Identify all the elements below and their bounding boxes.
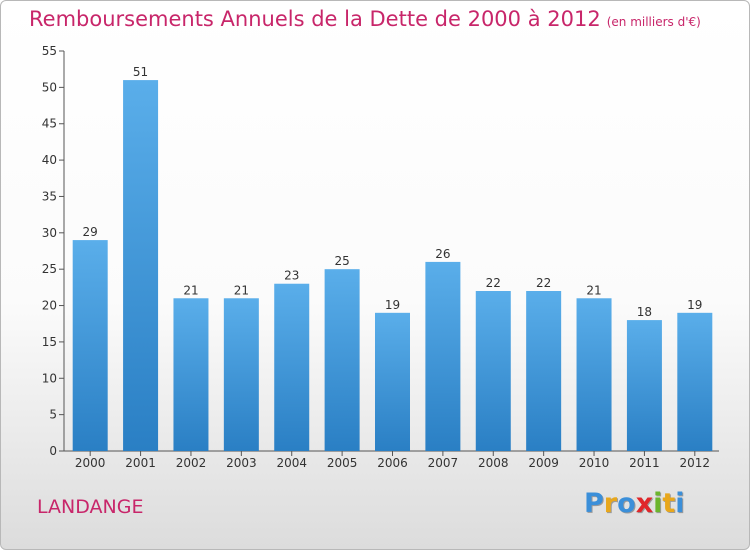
bar: [425, 261, 461, 451]
bar: [626, 320, 662, 451]
chart-title-text: Remboursements Annuels de la Dette de 20…: [29, 7, 601, 31]
bar: [173, 298, 209, 451]
y-tick-label: 50: [42, 80, 57, 94]
bar-value-label: 51: [133, 65, 148, 79]
bar-value-label: 19: [687, 298, 702, 312]
chart-title: Remboursements Annuels de la Dette de 20…: [29, 7, 701, 31]
proxiti-logo: Proxiti: [584, 488, 685, 519]
logo-letter: r: [603, 488, 618, 519]
bar: [576, 298, 612, 451]
bar: [375, 312, 410, 451]
x-tick-label: 2002: [176, 456, 207, 470]
bar-value-label: 21: [183, 283, 198, 297]
logo-letter: x: [635, 488, 654, 519]
bar-value-label: 19: [385, 298, 400, 312]
x-tick-label: 2000: [75, 456, 106, 470]
bar: [324, 269, 360, 451]
bar: [526, 291, 562, 451]
y-tick-label: 55: [42, 44, 57, 58]
bar: [677, 312, 713, 451]
bar-value-label: 29: [83, 225, 98, 239]
y-tick-label: 15: [42, 335, 57, 349]
x-tick-label: 2010: [579, 456, 610, 470]
bar-value-label: 18: [637, 305, 652, 319]
y-tick-label: 40: [42, 153, 57, 167]
commune-name: LANDANGE: [37, 496, 144, 518]
y-tick-label: 10: [42, 371, 57, 385]
bar-value-label: 22: [486, 276, 501, 290]
y-tick-label: 30: [42, 226, 57, 240]
x-tick-label: 2003: [226, 456, 257, 470]
x-tick-label: 2005: [327, 456, 358, 470]
bar-value-label: 21: [586, 283, 601, 297]
y-tick-label: 35: [42, 189, 57, 203]
logo-letter: i: [653, 488, 663, 519]
logo-letter: i: [675, 488, 685, 519]
y-tick-label: 5: [49, 408, 57, 422]
bar-value-label: 25: [334, 254, 349, 268]
y-tick-label: 0: [49, 444, 57, 458]
x-tick-label: 2012: [680, 456, 711, 470]
bar: [72, 240, 108, 451]
bar: [223, 298, 259, 451]
x-tick-label: 2004: [276, 456, 307, 470]
x-tick-label: 2007: [428, 456, 459, 470]
y-tick-label: 25: [42, 262, 57, 276]
x-tick-label: 2008: [478, 456, 509, 470]
bar-value-label: 23: [284, 269, 299, 283]
x-tick-label: 2009: [528, 456, 559, 470]
bar-value-label: 21: [234, 283, 249, 297]
y-tick-label: 45: [42, 117, 57, 131]
bar: [475, 291, 511, 451]
logo-letter: P: [584, 488, 604, 519]
chart-subtitle: (en milliers d'€): [606, 15, 701, 29]
bar: [274, 283, 310, 451]
bar-value-label: 22: [536, 276, 551, 290]
y-tick-label: 20: [42, 299, 57, 313]
logo-letter: t: [662, 488, 676, 519]
bar-value-label: 26: [435, 247, 450, 261]
bar: [123, 80, 159, 451]
x-tick-label: 2006: [377, 456, 408, 470]
x-tick-label: 2001: [125, 456, 156, 470]
logo-letter: o: [617, 488, 636, 519]
x-tick-label: 2011: [629, 456, 660, 470]
